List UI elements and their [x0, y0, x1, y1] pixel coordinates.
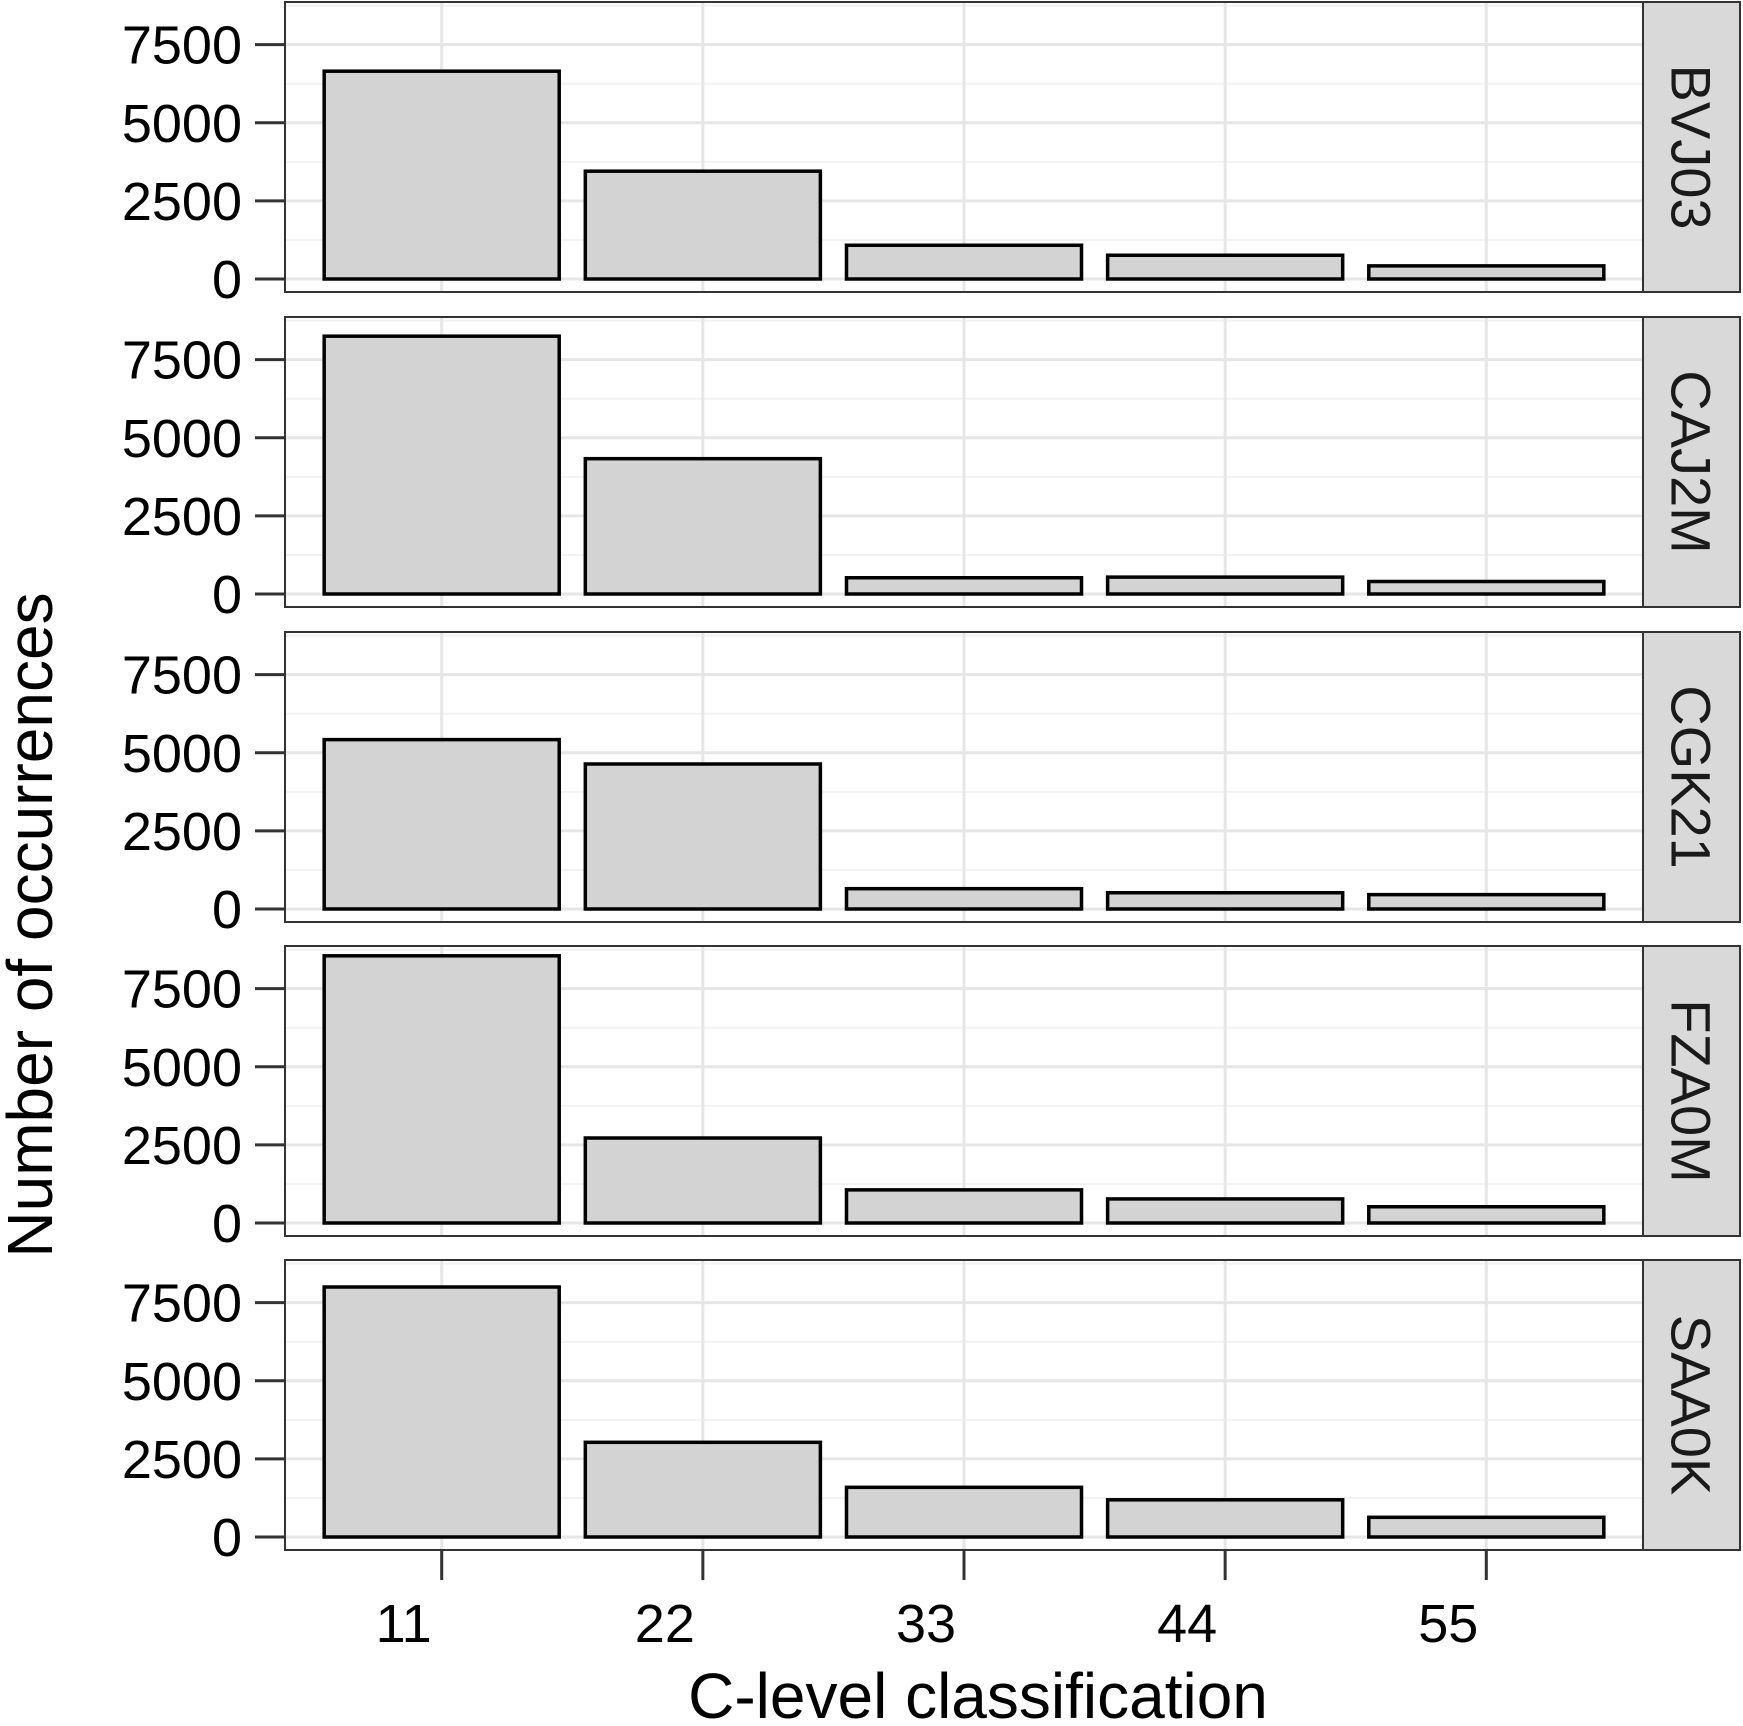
- bar-caj2m-11: [322, 334, 561, 596]
- y-tick-label: 5000: [122, 724, 242, 784]
- bar-bvj03-22: [583, 169, 823, 281]
- y-tick-label: 7500: [122, 646, 242, 706]
- y-tick-label: 2500: [122, 802, 242, 862]
- facet-strip-label: CAJ2M: [1660, 370, 1723, 554]
- facet-strip: [1642, 1, 1741, 293]
- facet-strip: [1642, 316, 1741, 608]
- bar-bvj03-55: [1367, 264, 1606, 281]
- bar-cgk21-55: [1367, 892, 1606, 911]
- bar-cgk21-11: [322, 737, 561, 911]
- y-tick-label: 5000: [122, 409, 242, 469]
- facet-strip: [1642, 945, 1741, 1237]
- bar-bvj03-44: [1105, 253, 1345, 281]
- y-tick-label: 2500: [122, 1430, 242, 1490]
- y-tick-label: 2500: [122, 172, 242, 232]
- bar-fza0m-55: [1367, 1205, 1606, 1225]
- y-tick-label: 0: [212, 1194, 242, 1254]
- facet-strip: [1642, 631, 1741, 923]
- y-tick-label: 0: [212, 565, 242, 625]
- bar-saa0k-22: [583, 1440, 823, 1539]
- y-tick-label: 7500: [122, 1274, 242, 1334]
- bar-caj2m-33: [844, 576, 1084, 596]
- x-axis-title: C-level classification: [688, 1660, 1268, 1726]
- bar-fza0m-33: [844, 1188, 1084, 1225]
- facet-fza0m: 0 2500 5000 7500 FZA0M: [122, 945, 1741, 1254]
- facet-cgk21: 0 2500 5000 7500 CGK21: [122, 631, 1741, 940]
- facet-strip-label: BVJ03: [1660, 65, 1723, 230]
- facet-strip-label: SAA0K: [1660, 1315, 1723, 1496]
- y-tick-label: 2500: [122, 487, 242, 547]
- x-tick-label: 55: [1418, 1594, 1478, 1654]
- facet-bvj03: 0 2500 5000 7500 BVJ03: [122, 1, 1741, 310]
- y-tick-label: 7500: [122, 16, 242, 76]
- y-tick-label: 7500: [122, 960, 242, 1020]
- bar-caj2m-22: [583, 456, 823, 596]
- facet-strip-label: FZA0M: [1660, 999, 1723, 1183]
- bar-fza0m-11: [322, 954, 561, 1225]
- bar-cgk21-33: [844, 886, 1084, 911]
- y-tick-label: 2500: [122, 1116, 242, 1176]
- bar-saa0k-11: [322, 1285, 561, 1539]
- bar-saa0k-33: [844, 1485, 1084, 1539]
- bar-saa0k-44: [1105, 1498, 1345, 1539]
- facet-strip: [1642, 1259, 1741, 1551]
- bar-cgk21-44: [1105, 891, 1345, 911]
- x-tick-label: 33: [896, 1594, 956, 1654]
- y-tick-label: 0: [212, 1508, 242, 1568]
- y-tick-label: 0: [212, 880, 242, 940]
- y-tick-label: 5000: [122, 1352, 242, 1412]
- x-tick-label: 44: [1157, 1594, 1217, 1654]
- bar-bvj03-11: [322, 69, 561, 281]
- bar-fza0m-22: [583, 1136, 823, 1225]
- bar-caj2m-44: [1105, 575, 1345, 596]
- facet-panels: 0 2500 5000 7500 BVJ03 0 2500 5000 7500 CAJ2M 0 250…: [122, 1, 1741, 1568]
- facet-caj2m: 0 2500 5000 7500 CAJ2M: [122, 316, 1741, 625]
- y-tick-label: 5000: [122, 94, 242, 154]
- x-axis: 11 22 33 44 55: [376, 1550, 1488, 1654]
- y-axis-title: Number of occurrences: [0, 592, 66, 1257]
- bar-saa0k-55: [1367, 1515, 1606, 1539]
- facet-saa0k: 0 2500 5000 7500 SAA0K: [122, 1259, 1741, 1568]
- bar-bvj03-33: [844, 243, 1084, 281]
- bar-caj2m-55: [1367, 579, 1606, 596]
- y-tick-label: 5000: [122, 1038, 242, 1098]
- x-tick-label: 11: [376, 1594, 432, 1654]
- y-tick-label: 7500: [122, 331, 242, 391]
- facet-strip-label: CGK21: [1660, 685, 1723, 869]
- bar-fza0m-44: [1105, 1197, 1345, 1225]
- x-tick-label: 22: [635, 1594, 695, 1654]
- y-tick-label: 0: [212, 250, 242, 310]
- bar-cgk21-22: [583, 762, 823, 911]
